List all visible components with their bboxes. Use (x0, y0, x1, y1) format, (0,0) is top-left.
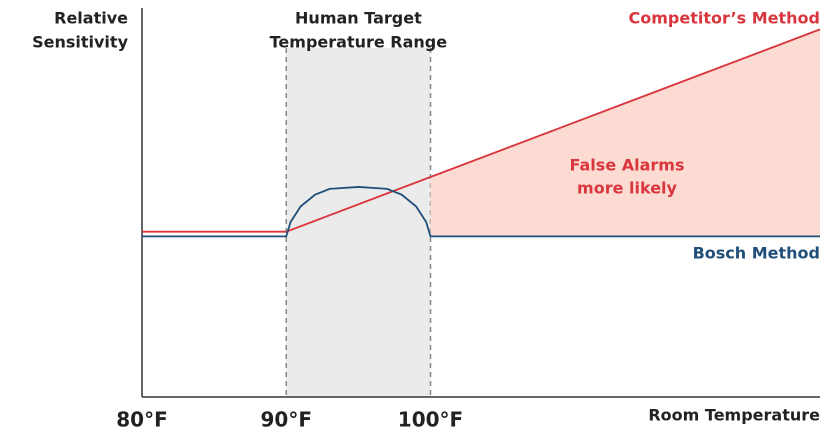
y-axis-label: Relative (54, 9, 128, 28)
annotation: more likely (577, 179, 677, 198)
false-alarm-area (430, 29, 820, 237)
series-line (142, 28, 821, 233)
x-tick-label: 100°F (398, 408, 463, 432)
x-tick-label: 90°F (261, 408, 313, 432)
range-label: Human Target (295, 9, 422, 28)
y-axis-label: Sensitivity (32, 33, 128, 52)
series-label: Competitor’s Method (629, 9, 820, 28)
annotation: False Alarms (570, 156, 685, 175)
series-line (142, 186, 820, 238)
x-axis-label: Room Temperature (648, 406, 820, 425)
range-label: Temperature Range (270, 33, 448, 52)
highlight-band (286, 48, 431, 397)
series-label: Bosch Method (693, 244, 820, 263)
x-tick-label: 80°F (116, 408, 168, 432)
